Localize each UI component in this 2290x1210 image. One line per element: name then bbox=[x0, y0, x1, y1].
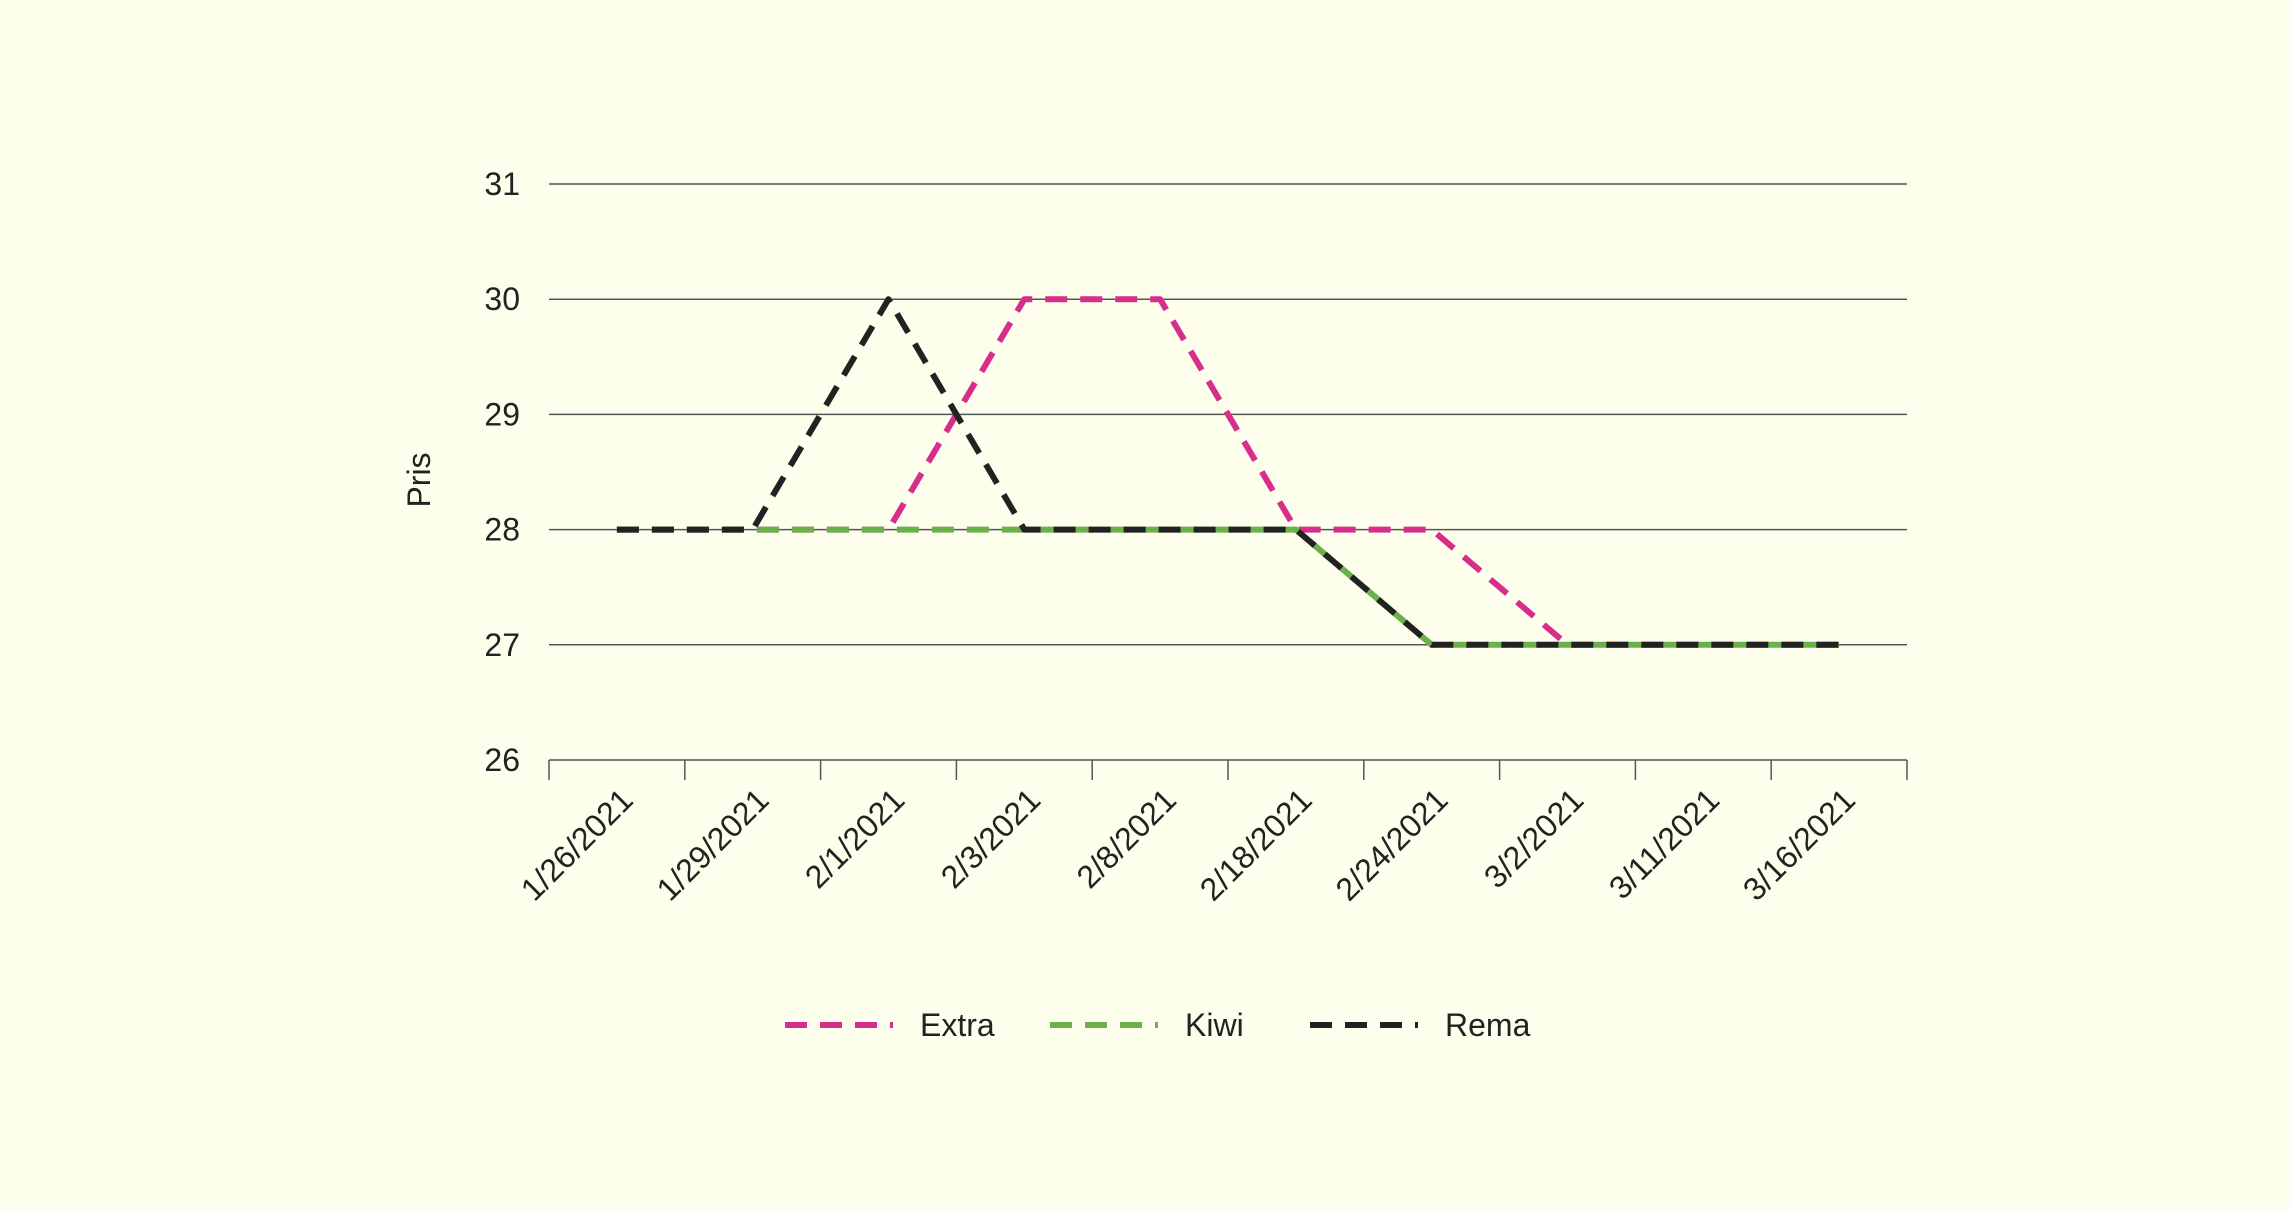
x-tick-label: 2/8/2021 bbox=[1070, 781, 1184, 895]
x-tick-label: 2/18/2021 bbox=[1193, 781, 1319, 907]
x-tick-label: 1/26/2021 bbox=[514, 781, 640, 907]
legend-label-kiwi: Kiwi bbox=[1185, 1007, 1244, 1043]
series-line-extra bbox=[616, 296, 1840, 648]
series-lines bbox=[616, 296, 1840, 648]
x-tick-label: 2/1/2021 bbox=[798, 781, 912, 895]
legend-label-rema: Rema bbox=[1445, 1007, 1531, 1043]
x-tick-label: 3/11/2021 bbox=[1602, 781, 1726, 905]
y-axis-title: Pris bbox=[401, 452, 437, 507]
x-tick-label: 1/29/2021 bbox=[650, 781, 776, 907]
y-axis: 26 27 28 29 30 31 bbox=[484, 166, 520, 778]
x-tick-label: 2/24/2021 bbox=[1329, 781, 1455, 907]
y-tick-label: 29 bbox=[484, 396, 520, 432]
y-tick-label: 26 bbox=[484, 742, 520, 778]
legend-label-extra: Extra bbox=[920, 1007, 995, 1043]
legend: Extra Kiwi Rema bbox=[785, 1007, 1531, 1043]
x-axis bbox=[548, 759, 1908, 780]
x-tick-label: 3/2/2021 bbox=[1477, 781, 1591, 895]
series-line-rema bbox=[616, 296, 1840, 648]
x-tick-label: 2/3/2021 bbox=[934, 781, 1048, 895]
y-tick-label: 30 bbox=[484, 281, 520, 317]
x-tick-label: 3/16/2021 bbox=[1736, 781, 1862, 907]
x-tick-labels: 1/26/2021 1/29/2021 2/1/2021 2/3/2021 2/8/20… bbox=[514, 781, 1862, 907]
y-tick-label: 28 bbox=[484, 512, 520, 548]
y-tick-label: 27 bbox=[484, 627, 520, 663]
series-line-kiwi bbox=[616, 526, 1840, 648]
y-tick-label: 31 bbox=[484, 166, 520, 202]
